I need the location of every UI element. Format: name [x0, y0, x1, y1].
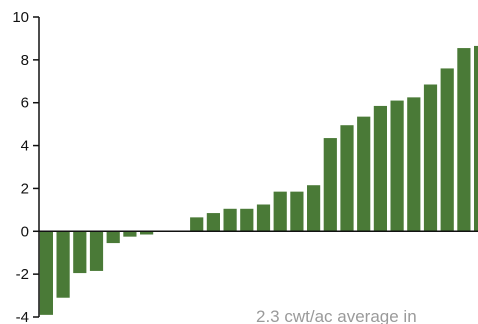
bar	[323, 138, 337, 232]
y-tick-label: -2	[16, 266, 29, 283]
y-tick-label: -4	[16, 309, 29, 324]
bar	[56, 231, 70, 298]
y-tick-label: 6	[21, 95, 29, 112]
average-annotation: 2.3 cwt/ac average in	[256, 307, 417, 324]
y-tick-label: 4	[21, 138, 29, 155]
bar	[273, 191, 287, 232]
bar	[39, 231, 53, 315]
bar	[373, 105, 387, 232]
bar	[89, 231, 104, 271]
y-axis-ticks: 10 8 6 4 2 0 -2 -4	[12, 9, 39, 324]
bar	[256, 204, 271, 232]
bar	[206, 213, 220, 232]
bar	[140, 231, 154, 235]
bar	[73, 231, 87, 274]
bar	[123, 231, 137, 237]
bar	[407, 97, 421, 232]
bar	[290, 191, 304, 232]
y-tick-label: 2	[21, 180, 29, 197]
bar	[474, 45, 478, 232]
bar	[440, 68, 454, 232]
bar	[307, 185, 321, 232]
bar	[240, 208, 254, 232]
bar	[223, 208, 237, 232]
bar	[106, 231, 120, 244]
bar	[357, 116, 371, 232]
y-tick-label: 0	[21, 223, 29, 240]
bar	[457, 48, 471, 232]
bar	[423, 84, 438, 232]
bar	[190, 217, 204, 232]
bar	[340, 125, 354, 232]
bars-group	[39, 45, 478, 315]
bar	[390, 100, 404, 232]
y-tick-label: 10	[12, 9, 29, 26]
y-tick-label: 8	[21, 52, 29, 69]
